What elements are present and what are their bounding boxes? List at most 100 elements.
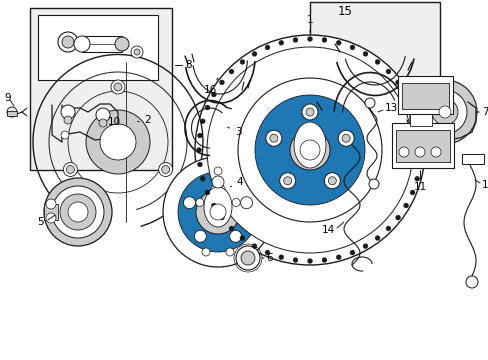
Circle shape	[251, 51, 257, 57]
Circle shape	[196, 148, 201, 153]
Circle shape	[44, 178, 112, 246]
Circle shape	[211, 203, 216, 208]
Circle shape	[46, 213, 56, 223]
Circle shape	[412, 80, 476, 144]
Circle shape	[163, 157, 272, 267]
Ellipse shape	[293, 122, 325, 168]
Bar	[7, 111, 17, 116]
Circle shape	[240, 197, 252, 209]
Circle shape	[418, 148, 423, 153]
Circle shape	[238, 78, 381, 222]
Circle shape	[324, 173, 340, 189]
Circle shape	[409, 105, 414, 110]
Circle shape	[438, 106, 450, 118]
Text: 5: 5	[37, 217, 44, 227]
Text: 8: 8	[184, 60, 191, 70]
Circle shape	[374, 59, 379, 64]
Circle shape	[195, 35, 424, 265]
Bar	[38, 15, 158, 80]
Circle shape	[269, 134, 277, 142]
Circle shape	[362, 244, 367, 249]
Circle shape	[183, 197, 195, 209]
Circle shape	[254, 95, 364, 205]
Circle shape	[219, 80, 224, 85]
Circle shape	[278, 255, 283, 260]
Text: 11: 11	[412, 182, 426, 192]
Text: 14: 14	[321, 225, 334, 235]
Text: 2: 2	[138, 115, 151, 125]
Circle shape	[409, 190, 414, 195]
Circle shape	[336, 40, 341, 45]
Circle shape	[336, 255, 341, 260]
Circle shape	[200, 119, 205, 124]
Circle shape	[114, 83, 122, 91]
Circle shape	[349, 250, 354, 255]
Circle shape	[283, 177, 291, 185]
Circle shape	[219, 215, 224, 220]
Circle shape	[236, 246, 260, 270]
Circle shape	[197, 133, 202, 138]
Circle shape	[212, 176, 224, 188]
Text: 3: 3	[227, 127, 241, 137]
Circle shape	[289, 130, 329, 170]
Circle shape	[86, 110, 150, 174]
Circle shape	[403, 92, 408, 97]
Circle shape	[417, 162, 422, 167]
Circle shape	[61, 105, 75, 119]
Circle shape	[64, 116, 72, 124]
Circle shape	[342, 134, 349, 142]
Circle shape	[178, 172, 258, 252]
Bar	[30, 8, 172, 170]
Circle shape	[204, 190, 209, 195]
Circle shape	[349, 45, 354, 50]
Circle shape	[111, 80, 125, 94]
Circle shape	[187, 162, 247, 222]
Circle shape	[414, 119, 419, 124]
Circle shape	[162, 166, 169, 174]
Circle shape	[265, 130, 281, 146]
Circle shape	[209, 184, 225, 200]
Circle shape	[299, 140, 319, 160]
Circle shape	[229, 230, 241, 242]
Circle shape	[131, 46, 142, 58]
Circle shape	[240, 235, 244, 240]
Circle shape	[134, 49, 140, 55]
Bar	[391, 123, 453, 168]
Circle shape	[302, 104, 317, 120]
Bar	[44, 204, 58, 220]
Text: 12: 12	[481, 180, 488, 190]
Circle shape	[46, 199, 56, 209]
Circle shape	[58, 32, 78, 52]
Circle shape	[52, 186, 104, 238]
Circle shape	[430, 147, 440, 157]
Circle shape	[63, 162, 77, 176]
Text: 16: 16	[203, 78, 218, 95]
Circle shape	[200, 176, 205, 181]
Text: 7: 7	[476, 107, 488, 117]
Circle shape	[228, 226, 234, 231]
Circle shape	[403, 203, 408, 208]
Ellipse shape	[203, 187, 231, 227]
Circle shape	[465, 276, 477, 288]
Bar	[461, 154, 483, 164]
Circle shape	[364, 98, 374, 108]
Circle shape	[206, 47, 412, 253]
Bar	[395, 130, 449, 162]
Circle shape	[292, 257, 297, 262]
Circle shape	[7, 107, 17, 117]
Circle shape	[202, 248, 209, 256]
Circle shape	[279, 173, 295, 189]
Circle shape	[194, 230, 206, 242]
Circle shape	[158, 162, 172, 176]
Circle shape	[225, 248, 234, 256]
Text: 6: 6	[262, 253, 273, 263]
Circle shape	[385, 69, 390, 74]
Circle shape	[374, 235, 379, 240]
Circle shape	[99, 119, 107, 127]
Bar	[409, 114, 431, 126]
Circle shape	[321, 257, 326, 262]
Bar	[397, 76, 452, 114]
Circle shape	[292, 37, 297, 42]
Circle shape	[395, 80, 400, 85]
Circle shape	[395, 215, 400, 220]
